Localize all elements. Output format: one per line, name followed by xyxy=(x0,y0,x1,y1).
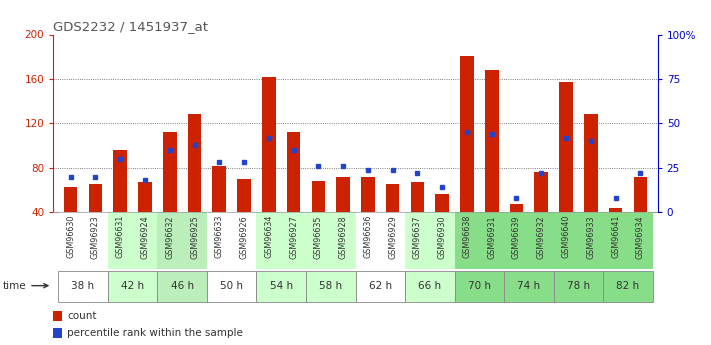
Bar xyxy=(287,132,300,212)
Text: GSM96925: GSM96925 xyxy=(190,215,199,259)
Bar xyxy=(237,179,251,212)
Bar xyxy=(584,115,598,212)
Bar xyxy=(361,177,375,212)
Text: GSM96635: GSM96635 xyxy=(314,215,323,258)
Text: 78 h: 78 h xyxy=(567,281,590,290)
Text: GSM96633: GSM96633 xyxy=(215,215,224,258)
Text: GSM96931: GSM96931 xyxy=(487,215,496,258)
Bar xyxy=(108,212,157,269)
Text: 50 h: 50 h xyxy=(220,281,243,290)
Bar xyxy=(356,212,405,269)
Text: GSM96631: GSM96631 xyxy=(116,215,124,258)
Bar xyxy=(163,132,176,212)
Text: GSM96630: GSM96630 xyxy=(66,215,75,258)
Bar xyxy=(213,166,226,212)
Bar xyxy=(554,271,603,302)
Bar xyxy=(207,212,257,269)
Bar xyxy=(336,177,350,212)
Bar xyxy=(306,271,356,302)
Text: GSM96641: GSM96641 xyxy=(611,215,620,258)
Bar xyxy=(53,310,63,321)
Bar xyxy=(113,150,127,212)
Bar xyxy=(560,82,573,212)
Bar xyxy=(510,204,523,212)
Text: 62 h: 62 h xyxy=(369,281,392,290)
Bar xyxy=(306,212,356,269)
Text: GSM96930: GSM96930 xyxy=(438,215,447,258)
Bar xyxy=(157,212,207,269)
Bar xyxy=(454,212,504,269)
Bar xyxy=(257,271,306,302)
Text: GSM96926: GSM96926 xyxy=(240,215,249,259)
Bar xyxy=(207,271,257,302)
Bar xyxy=(454,271,504,302)
Bar xyxy=(634,177,647,212)
Text: 70 h: 70 h xyxy=(468,281,491,290)
Bar xyxy=(356,271,405,302)
Bar xyxy=(157,271,207,302)
Bar xyxy=(64,187,77,212)
Bar xyxy=(262,77,276,212)
Text: GSM96924: GSM96924 xyxy=(141,215,149,259)
Bar xyxy=(311,181,325,212)
Text: 66 h: 66 h xyxy=(418,281,442,290)
Text: 58 h: 58 h xyxy=(319,281,342,290)
Text: GSM96923: GSM96923 xyxy=(91,215,100,259)
Text: 82 h: 82 h xyxy=(616,281,639,290)
Bar xyxy=(504,212,554,269)
Bar xyxy=(485,70,498,212)
Bar xyxy=(603,271,653,302)
Text: GSM96636: GSM96636 xyxy=(363,215,373,258)
Text: 38 h: 38 h xyxy=(72,281,95,290)
Bar xyxy=(411,182,424,212)
Bar xyxy=(58,212,108,269)
Bar xyxy=(535,172,548,212)
Text: GSM96934: GSM96934 xyxy=(636,215,645,258)
Text: GSM96639: GSM96639 xyxy=(512,215,521,258)
Bar xyxy=(554,212,603,269)
Text: 74 h: 74 h xyxy=(518,281,540,290)
Bar xyxy=(504,271,554,302)
Text: GSM96933: GSM96933 xyxy=(587,215,595,258)
Bar xyxy=(603,212,653,269)
Text: GSM96634: GSM96634 xyxy=(264,215,273,258)
Bar xyxy=(405,271,454,302)
Text: GSM96927: GSM96927 xyxy=(289,215,298,259)
Text: 42 h: 42 h xyxy=(121,281,144,290)
Text: count: count xyxy=(67,311,97,321)
Text: GSM96640: GSM96640 xyxy=(562,215,570,258)
Text: GSM96929: GSM96929 xyxy=(388,215,397,259)
Bar xyxy=(138,182,151,212)
Text: 46 h: 46 h xyxy=(171,281,193,290)
Bar xyxy=(405,212,454,269)
Text: GSM96638: GSM96638 xyxy=(462,215,471,258)
Bar xyxy=(89,185,102,212)
Text: GSM96928: GSM96928 xyxy=(338,215,348,259)
Bar xyxy=(386,185,400,212)
Bar xyxy=(108,271,157,302)
Bar xyxy=(609,208,622,212)
Text: GSM96637: GSM96637 xyxy=(413,215,422,258)
Bar xyxy=(460,56,474,212)
Text: GSM96932: GSM96932 xyxy=(537,215,546,259)
Bar xyxy=(53,328,63,338)
Text: time: time xyxy=(3,281,48,290)
Text: GSM96632: GSM96632 xyxy=(165,215,174,258)
Text: 54 h: 54 h xyxy=(269,281,293,290)
Bar xyxy=(257,212,306,269)
Bar xyxy=(188,115,201,212)
Text: GDS2232 / 1451937_at: GDS2232 / 1451937_at xyxy=(53,20,208,33)
Bar xyxy=(435,195,449,212)
Text: percentile rank within the sample: percentile rank within the sample xyxy=(67,328,242,338)
Bar xyxy=(58,271,108,302)
